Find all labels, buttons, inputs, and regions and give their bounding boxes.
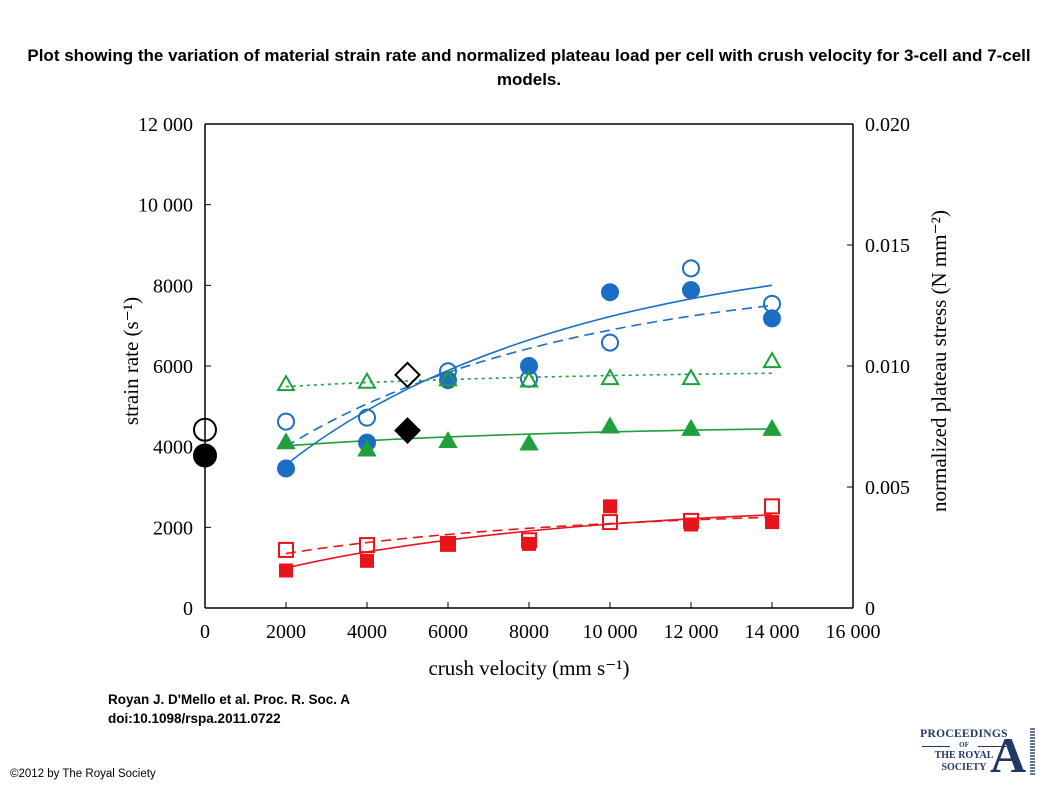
labels: 0 2000 4000 6000 8000 10 000 12 000 14 000 16 00… <box>119 114 951 680</box>
data-point-triangle-open <box>276 374 296 392</box>
y-tick-label-right: 0.015 <box>865 235 910 257</box>
y-tick-label-left: 8000 <box>153 275 193 297</box>
data-point-triangle-open <box>600 368 620 386</box>
y-tick-label-right: 0 <box>865 598 875 620</box>
y-tick-label-right: 0.010 <box>865 356 910 378</box>
x-tick-label: 4000 <box>347 621 387 643</box>
data-point-triangle-filled <box>357 439 377 457</box>
x-tick-label: 0 <box>200 621 210 643</box>
data-point-square-open <box>359 537 375 554</box>
royal-society-logo: PROCEEDINGS OF THE ROYAL SOCIETY A <box>918 726 1046 782</box>
x-tick-label: 12 000 <box>664 621 719 643</box>
x-tick-label: 14 000 <box>745 621 800 643</box>
x-tick-label: 2000 <box>266 621 306 643</box>
fit-line-solid <box>285 284 773 466</box>
data-point-square-open <box>278 541 294 558</box>
fit-lines <box>285 284 773 569</box>
data-point-square-filled <box>603 499 617 514</box>
data-point-square-open <box>764 498 780 515</box>
x-tick-label: 16 000 <box>826 621 881 643</box>
chart-title: Plot showing the variation of material s… <box>27 46 1031 89</box>
data-point-triangle-filled <box>519 433 539 451</box>
y-tick-label-left: 2000 <box>153 517 193 539</box>
y-axis-label: strain rate (s⁻¹) <box>119 297 143 425</box>
y-tick-label-left: 6000 <box>153 356 193 378</box>
data-point-circle-open <box>682 259 700 278</box>
logo-rule-right <box>978 746 1006 747</box>
data-point-triangle-open <box>762 351 782 369</box>
y-tick-label-right: 0.005 <box>865 477 910 499</box>
logo-rule-left <box>922 746 950 747</box>
data-point-triangle-open <box>438 369 458 387</box>
data-point-circle-filled <box>682 281 700 300</box>
x-tick-label: 10 000 <box>583 621 638 643</box>
data-point-triangle-open <box>519 370 539 388</box>
x-tick-label: 6000 <box>428 621 468 643</box>
logo-vertical-text <box>1030 728 1035 776</box>
data-point-triangle-filled <box>762 418 782 436</box>
data-point-diamond-open <box>394 361 421 389</box>
y-tick-label-left: 4000 <box>153 437 193 459</box>
y-tick-label-left: 10 000 <box>138 195 193 217</box>
data-point-square-filled <box>765 515 779 530</box>
data-point-diamond-filled <box>394 417 421 444</box>
data-point-square-filled <box>360 553 374 568</box>
logo-line4: SOCIETY <box>941 762 987 773</box>
data-point-square-filled <box>684 517 698 532</box>
data-point-circle-filled-large <box>193 443 217 468</box>
logo-line2: OF <box>959 741 969 749</box>
data-point-triangle-filled <box>276 432 296 450</box>
fit-line-dotted <box>285 372 773 388</box>
citation-line1: Royan J. D'Mello et al. Proc. R. Soc. A <box>108 692 351 707</box>
y-tick-label-right: 0.020 <box>865 114 910 136</box>
data-point-square-filled <box>441 536 455 551</box>
data-point-square-open <box>602 514 618 531</box>
data-point-circle-filled <box>601 283 619 302</box>
data-point-square-filled <box>279 563 293 578</box>
data-point-circle-open-large <box>193 417 217 442</box>
x-tick-label: 8000 <box>509 621 549 643</box>
data-point-triangle-filled <box>681 418 701 436</box>
axes <box>204 123 854 609</box>
y-tick-label-left: 12 000 <box>138 114 193 136</box>
data-point-triangle-filled <box>438 431 458 449</box>
citation-line2: doi:10.1098/rspa.2011.0722 <box>108 711 281 726</box>
data-point-triangle-open <box>681 368 701 386</box>
data-point-triangle-filled <box>600 416 620 434</box>
data-point-triangle-open <box>357 371 377 389</box>
y-tick-label-left: 0 <box>183 598 193 620</box>
fit-line-dashed <box>285 304 773 448</box>
citation: Royan J. D'Mello et al. Proc. R. Soc. A … <box>108 690 350 728</box>
logo-line3: THE ROYAL <box>934 750 994 761</box>
y2-axis-label: normalized plateau stress (N mm⁻²) <box>927 210 951 512</box>
data-point-circle-open <box>277 412 295 431</box>
copyright: ©2012 by The Royal Society <box>10 768 156 780</box>
data-point-circle-filled <box>763 309 781 328</box>
data-point-circle-filled <box>277 459 295 478</box>
logo-line1: PROCEEDINGS <box>920 728 1008 740</box>
data-point-square-filled <box>522 536 536 551</box>
data-point-circle-open <box>358 408 376 427</box>
logo-letter: A <box>990 727 1027 783</box>
x-axis-label: crush velocity (mm s⁻¹) <box>428 656 629 680</box>
markers <box>193 259 782 578</box>
data-point-circle-open <box>601 333 619 352</box>
